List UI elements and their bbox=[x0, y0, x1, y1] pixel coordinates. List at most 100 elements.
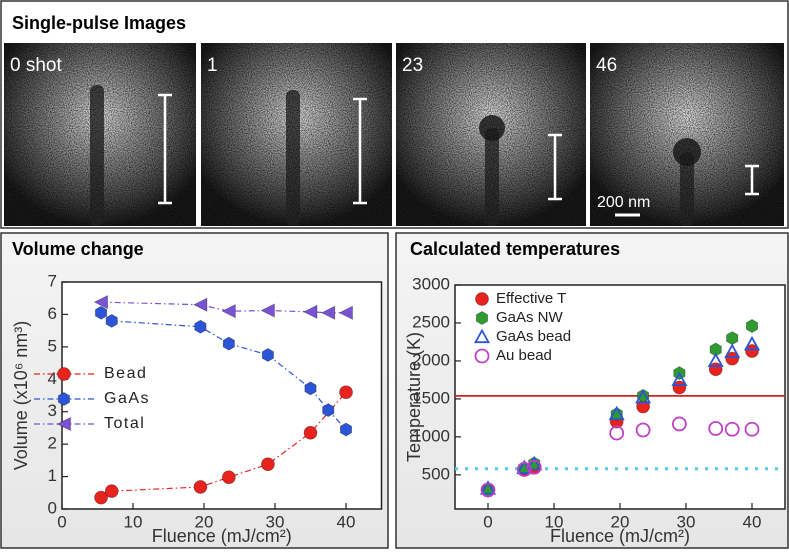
y-tick-label: 6 bbox=[48, 304, 57, 323]
data-point bbox=[526, 459, 542, 475]
legend-label: GaAs bead bbox=[496, 328, 571, 345]
data-point bbox=[339, 385, 353, 400]
data-point bbox=[726, 331, 739, 346]
series-line bbox=[100, 312, 347, 430]
plot-frame bbox=[454, 284, 786, 510]
data-point bbox=[322, 403, 335, 418]
chart-title: Volume change bbox=[12, 239, 144, 259]
data-point bbox=[745, 344, 759, 358]
data-point bbox=[105, 313, 118, 328]
y-tick-label: 1000 bbox=[412, 426, 450, 445]
legend-marker bbox=[57, 392, 71, 406]
series bbox=[473, 328, 761, 495]
image-label: 0 shot bbox=[10, 55, 62, 76]
data-point bbox=[516, 462, 532, 477]
legend-label: Bead bbox=[104, 365, 147, 382]
legend-marker bbox=[56, 416, 71, 432]
scale-bar bbox=[158, 93, 172, 205]
legend-marker bbox=[475, 311, 489, 325]
legend-marker bbox=[57, 367, 71, 381]
data-point bbox=[526, 455, 543, 471]
data-point bbox=[744, 421, 760, 437]
data-point bbox=[320, 305, 336, 320]
data-point bbox=[104, 484, 119, 499]
x-tick-label: 0 bbox=[57, 512, 66, 531]
sem-image bbox=[201, 43, 392, 226]
series bbox=[474, 348, 760, 498]
data-point bbox=[745, 319, 759, 333]
x-tick-label: 30 bbox=[677, 512, 696, 531]
x-tick-label: 10 bbox=[545, 512, 564, 531]
data-point bbox=[94, 490, 108, 505]
data-point bbox=[708, 421, 724, 436]
image-label: 46 bbox=[596, 55, 617, 76]
image-label: 23 bbox=[402, 55, 423, 76]
data-point bbox=[743, 335, 761, 351]
data-point bbox=[671, 371, 688, 387]
y-tick-label: 1 bbox=[48, 466, 57, 485]
image-noise bbox=[201, 43, 392, 226]
x-tick-label: 40 bbox=[743, 512, 762, 531]
x-tick-label: 20 bbox=[611, 512, 630, 531]
panel-title: Single-pulse Images bbox=[12, 13, 186, 33]
data-point bbox=[338, 305, 353, 320]
data-point bbox=[303, 425, 318, 440]
scale-bar bbox=[353, 97, 367, 205]
y-tick-label: 7 bbox=[48, 271, 57, 290]
scale-bar bbox=[548, 133, 562, 201]
x-axis-label: Fluence (mJ/cm²) bbox=[152, 526, 292, 546]
scale-label: 200 nm bbox=[597, 194, 650, 211]
data-point bbox=[635, 389, 652, 404]
data-point bbox=[480, 482, 496, 498]
legend-label: GaAs bbox=[104, 390, 150, 407]
x-tick-label: 20 bbox=[195, 512, 214, 531]
sem-image bbox=[590, 43, 784, 226]
y-tick-label: 2000 bbox=[412, 350, 450, 369]
data-point bbox=[221, 304, 236, 319]
image-noise bbox=[590, 43, 784, 226]
y-tick-label: 4 bbox=[48, 369, 57, 388]
image-label: 1 bbox=[207, 55, 218, 76]
y-tick-label: 3000 bbox=[412, 274, 450, 293]
data-point bbox=[708, 362, 723, 377]
legend-label: Total bbox=[104, 415, 145, 432]
y-axis-label: Volume (x10⁶ nm³) bbox=[11, 321, 31, 470]
x-tick-label: 0 bbox=[483, 512, 492, 531]
legend-marker bbox=[474, 348, 490, 364]
y-tick-label: 500 bbox=[422, 464, 450, 483]
x-tick-label: 40 bbox=[337, 512, 356, 531]
chart-title: Calculated temperatures bbox=[410, 239, 620, 259]
y-tick-label: 1500 bbox=[412, 388, 450, 407]
data-point bbox=[672, 416, 687, 432]
data-point bbox=[93, 294, 108, 310]
x-tick-label: 30 bbox=[266, 512, 285, 531]
legend-label: Effective T bbox=[496, 290, 566, 307]
data-point bbox=[261, 348, 274, 362]
y-tick-label: 5 bbox=[48, 336, 57, 355]
data-point bbox=[222, 336, 235, 351]
legend-marker bbox=[473, 328, 491, 344]
y-axis-label: Temperature (K) bbox=[404, 332, 424, 462]
data-point bbox=[724, 421, 740, 437]
y-tick-label: 2500 bbox=[412, 312, 450, 331]
series bbox=[34, 305, 353, 437]
data-point bbox=[304, 381, 317, 396]
data-point bbox=[193, 480, 208, 494]
x-tick-label: 10 bbox=[124, 512, 143, 531]
data-point bbox=[724, 343, 741, 358]
y-tick-label: 3 bbox=[48, 401, 57, 420]
series bbox=[34, 294, 353, 432]
data-point bbox=[609, 425, 625, 441]
series bbox=[34, 367, 353, 505]
data-point bbox=[479, 480, 497, 495]
data-point bbox=[303, 304, 318, 319]
data-point bbox=[608, 405, 625, 421]
data-point bbox=[193, 297, 208, 312]
legend-label: Au bead bbox=[496, 347, 552, 364]
data-point bbox=[95, 305, 108, 320]
y-tick-label: 2 bbox=[48, 434, 57, 453]
data-point bbox=[194, 319, 207, 334]
legend-marker bbox=[475, 292, 489, 306]
scale-bar bbox=[745, 164, 759, 196]
